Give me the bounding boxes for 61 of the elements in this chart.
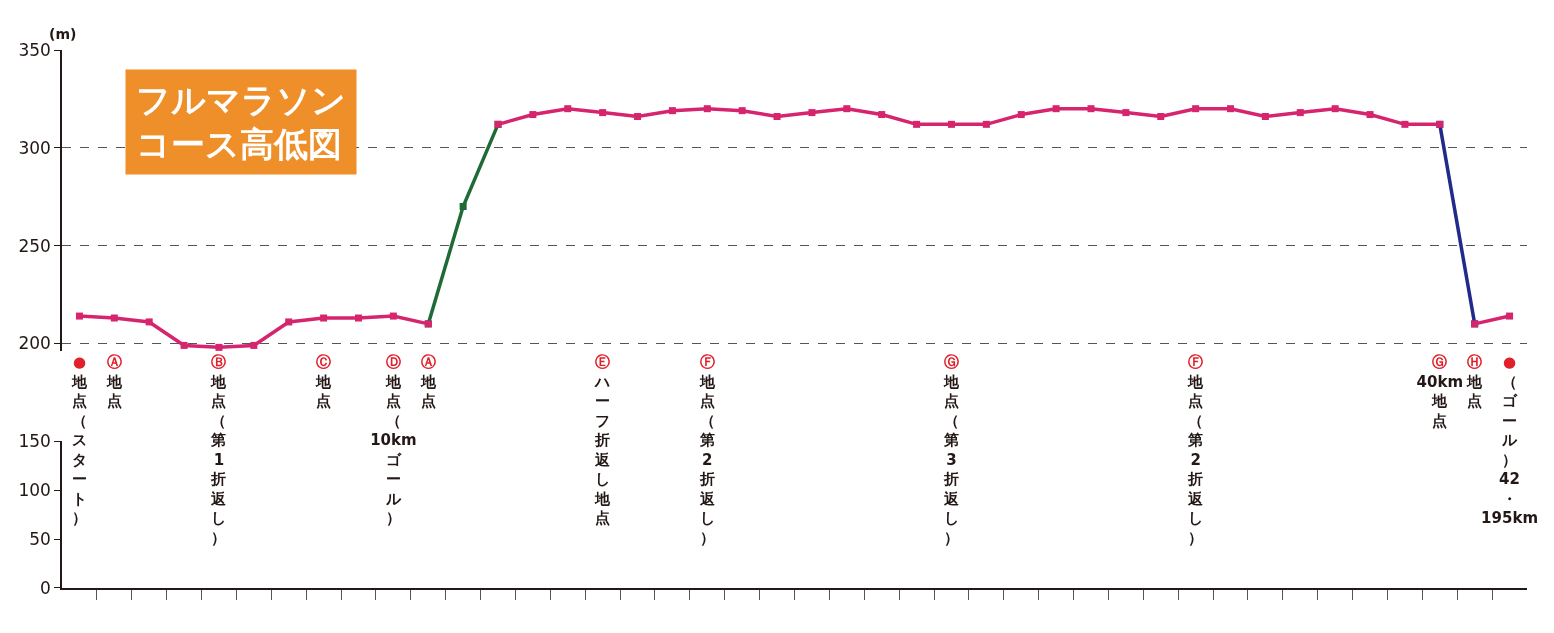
category-label: Ⓖ地点（第3折返し） bbox=[943, 353, 959, 547]
point bbox=[1331, 105, 1339, 113]
point bbox=[250, 341, 258, 349]
point bbox=[982, 120, 990, 128]
y-tick-label: 350 bbox=[18, 39, 51, 60]
point bbox=[738, 107, 746, 115]
y-tick-label: 150 bbox=[18, 431, 51, 452]
point bbox=[947, 120, 955, 128]
point bbox=[285, 318, 293, 326]
point bbox=[668, 107, 676, 115]
point bbox=[1227, 105, 1235, 113]
point bbox=[1157, 113, 1165, 121]
point bbox=[1122, 109, 1130, 117]
point bbox=[1017, 111, 1025, 119]
x-tick-label: Ⓗ地点 bbox=[1466, 353, 1484, 411]
category-label: Ⓑ地点（第1折返し） bbox=[211, 353, 227, 547]
y-tick-label: 0 bbox=[40, 577, 51, 598]
category-label: ●（ゴール）42・195km bbox=[1481, 353, 1539, 528]
point bbox=[1296, 109, 1304, 117]
point bbox=[110, 314, 118, 322]
point bbox=[75, 312, 83, 320]
x-tick-label: Ⓒ地点 bbox=[315, 353, 333, 411]
y-tick-label: 50 bbox=[29, 529, 51, 549]
point bbox=[703, 105, 711, 113]
point bbox=[1052, 105, 1060, 113]
point bbox=[1366, 111, 1374, 119]
point bbox=[215, 343, 223, 351]
point bbox=[773, 113, 781, 121]
category-label: ●地点（スタート） bbox=[71, 353, 87, 528]
point bbox=[145, 318, 153, 326]
x-tick-label: Ⓐ地点 bbox=[419, 353, 437, 411]
point bbox=[180, 341, 188, 349]
y-tick-label: 200 bbox=[18, 333, 51, 354]
point bbox=[564, 105, 572, 113]
y-axis-title: (m) bbox=[49, 26, 77, 42]
text: フルマラソンコース高低図 bbox=[136, 80, 346, 165]
point bbox=[1401, 120, 1409, 128]
point bbox=[1087, 105, 1095, 113]
point bbox=[634, 113, 642, 121]
x-tick-label: Ⓐ地点 bbox=[105, 353, 123, 411]
point bbox=[354, 314, 362, 322]
category-label: Ⓓ地点（10kmゴール） bbox=[370, 353, 417, 528]
point bbox=[1192, 105, 1200, 113]
point bbox=[459, 203, 467, 211]
y-tick-label: 300 bbox=[18, 137, 51, 158]
point bbox=[878, 111, 886, 119]
category-label: Ⓕ地点（第2折返し） bbox=[699, 353, 715, 547]
y-tick-label: 100 bbox=[18, 480, 51, 501]
point bbox=[843, 105, 851, 113]
point bbox=[320, 314, 328, 322]
point bbox=[599, 109, 607, 117]
point bbox=[913, 120, 921, 128]
point bbox=[389, 312, 397, 320]
y-tick-label: 250 bbox=[18, 235, 51, 256]
point bbox=[808, 109, 816, 117]
category-label: Ⓕ地点（第2折返し） bbox=[1188, 353, 1204, 547]
x-tick-label: Ⓖ40km地点 bbox=[1416, 353, 1464, 430]
category-label: Ⓔハーフ折返し地点 bbox=[595, 353, 611, 528]
point bbox=[529, 111, 537, 119]
point bbox=[1261, 113, 1269, 121]
point bbox=[1506, 312, 1514, 320]
